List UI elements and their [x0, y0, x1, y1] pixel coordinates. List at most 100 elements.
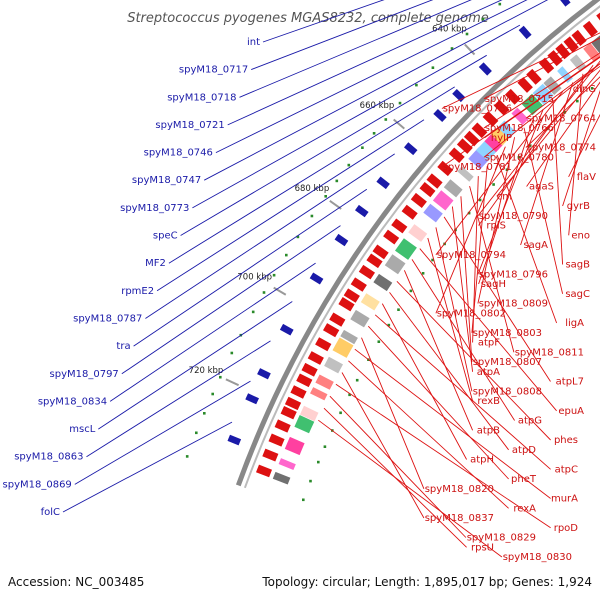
reverse-gene-label: phes	[554, 435, 578, 446]
tick-mark	[225, 378, 240, 387]
rna-cog-feature	[373, 273, 393, 292]
forward-gene-label: spyM18_0746	[144, 148, 213, 159]
gc-dot-0	[309, 479, 312, 483]
forward-gene-label: tra	[116, 341, 130, 352]
reverse-feature	[372, 244, 389, 260]
gc-dot-1	[398, 101, 402, 105]
forward-feature	[257, 368, 271, 380]
feature-tracks	[227, 0, 600, 485]
gc-dot-1	[324, 195, 327, 198]
gc-dot-0	[517, 155, 521, 159]
reverse-gene-label: atpH	[470, 455, 494, 466]
gc-dot-1	[372, 132, 376, 135]
forward-gene-label: spyM18_0718	[167, 92, 236, 103]
reverse-gene-label: spyM18_0781	[443, 162, 512, 173]
reverse-leader-line	[478, 118, 534, 285]
reverse-feature	[401, 204, 418, 220]
reverse-gene-label: spyM18_0794	[437, 250, 506, 261]
reverse-gene-label: cm	[497, 191, 512, 202]
reverse-gene-label: spyM18_0809	[479, 299, 548, 310]
reverse-leader-line	[318, 419, 503, 558]
gc-dot-0	[478, 198, 482, 202]
gc-dot-1	[481, 17, 485, 21]
rna-cog-feature	[384, 254, 406, 275]
reverse-gene-label: spyM18_0811	[515, 347, 584, 358]
backbone-outer	[235, 0, 600, 487]
reverse-feature	[290, 385, 307, 399]
rna-cog-feature	[324, 356, 343, 374]
gc-dot-0	[590, 87, 594, 90]
reverse-leader-line	[469, 185, 515, 353]
forward-gene-label: spyM18_0869	[3, 479, 72, 490]
map-title: Streptococcus pyogenes MGAS8232, complet…	[127, 11, 489, 26]
reverse-gene-label: spyM18_0790	[479, 211, 548, 222]
reverse-gene-label: spyM18_0774	[527, 143, 596, 154]
rna-cog-feature	[511, 107, 529, 125]
forward-feature	[433, 109, 447, 122]
forward-gene-label: MF2	[145, 258, 166, 269]
reverse-feature	[571, 29, 587, 46]
rna-cog-feature	[395, 238, 417, 260]
reverse-gene-label: atpD	[512, 445, 536, 456]
tick-label: 640 kbp	[432, 25, 467, 35]
reverse-leader-line	[477, 137, 516, 304]
reverse-leader-line	[335, 383, 551, 529]
reverse-gene-label: spyM18_0820	[425, 484, 494, 495]
gc-dot-1	[415, 83, 418, 87]
reverse-gene-label: murA	[551, 494, 578, 505]
rna-cog-feature	[583, 42, 600, 62]
reverse-feature	[358, 264, 375, 280]
reverse-gene-label: gyrB	[567, 201, 590, 212]
rna-cog-feature	[423, 203, 443, 223]
gc-dot-1	[296, 235, 300, 239]
reverse-leader-line	[367, 325, 509, 480]
rna-cog-feature	[300, 405, 319, 422]
reverse-gene-label: spyM18_0808	[473, 386, 542, 397]
gc-dot-1	[498, 2, 502, 6]
reverse-feature	[274, 419, 291, 433]
forward-gene-label: spyM18_0721	[155, 120, 224, 131]
reverse-feature	[471, 122, 488, 139]
forward-feature	[227, 434, 242, 446]
reverse-gene-label: sagC	[565, 289, 590, 300]
reverse-gene-label: sagA	[523, 240, 548, 251]
gc-dot-0	[467, 211, 471, 215]
reverse-gene-label: spyM18_0829	[467, 533, 536, 544]
reverse-leader-line	[435, 91, 564, 256]
forward-gene-label: spyM18_0787	[73, 314, 142, 325]
gc-dot-1	[185, 455, 189, 458]
reverse-leader-line	[526, 81, 600, 187]
forward-gene-label: spyM18_0773	[120, 203, 189, 214]
reverse-feature	[410, 192, 427, 208]
reverse-feature	[391, 218, 408, 234]
reverse-feature	[383, 229, 400, 245]
reverse-feature	[284, 396, 302, 411]
rna-cog-feature	[310, 387, 328, 401]
rna-cog-feature	[457, 166, 474, 182]
forward-feature	[279, 323, 294, 336]
reverse-leader-line	[451, 206, 474, 372]
reverse-leader-line	[443, 216, 551, 382]
forward-gene-label: folC	[41, 507, 60, 518]
reverse-leader-line	[403, 270, 474, 431]
gc-dot-1	[361, 146, 364, 149]
forward-feature	[518, 25, 532, 40]
rna-cog-feature	[569, 54, 587, 73]
reverse-gene-label: atpF	[478, 338, 500, 349]
forward-leader-line	[74, 380, 251, 485]
backbone-inner	[243, 5, 600, 489]
reverse-gene-label: spyM18_0796	[479, 269, 548, 280]
reverse-leader-line	[341, 372, 425, 519]
tick-label: 700 kbp	[237, 273, 272, 283]
reverse-gene-label: sagH	[481, 279, 506, 290]
forward-leader-line	[121, 225, 341, 375]
reverse-gene-label: agaS	[529, 182, 554, 193]
reverse-gene-label: sagB	[565, 260, 590, 271]
reverse-gene-label: rexA	[513, 503, 536, 514]
reverse-leader-line	[396, 280, 551, 441]
reverse-gene-label: rpsU	[471, 542, 494, 553]
accession-label: Accession: NC_003485	[8, 575, 144, 589]
reverse-gene-label: spyM18_0780	[485, 152, 554, 163]
reverse-gene-label: rexB	[477, 396, 500, 407]
